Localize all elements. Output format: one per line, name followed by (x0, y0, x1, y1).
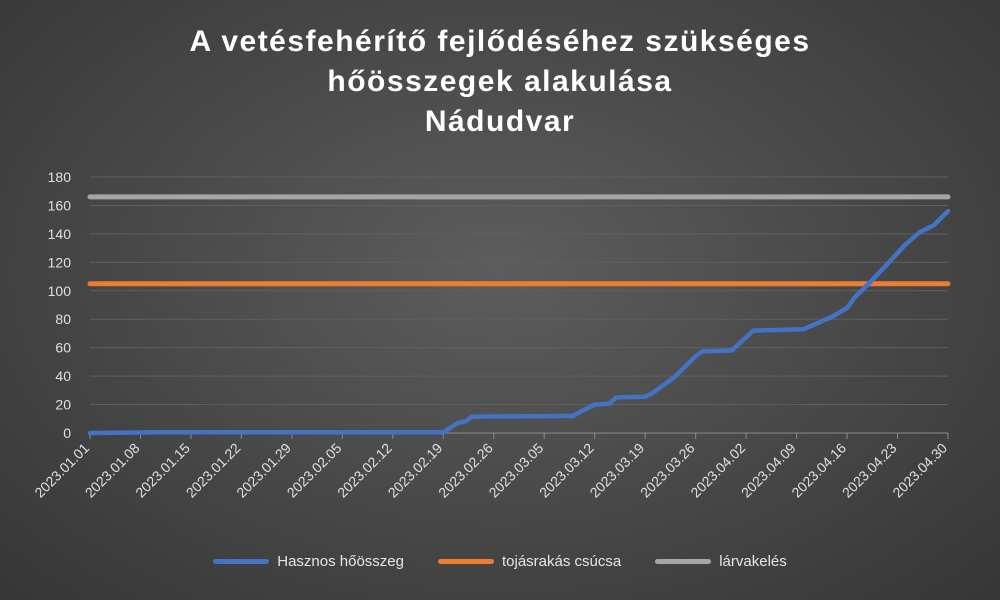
y-tick-label: 40 (55, 368, 71, 384)
legend-item-tojasrakas: tojásrakás csúcsa (438, 553, 621, 570)
legend-swatch-larvakeles (655, 559, 712, 564)
y-tick-label: 120 (48, 254, 72, 270)
y-tick-label: 140 (48, 226, 72, 242)
legend-item-larvakeles: lárvakelés (655, 553, 787, 570)
y-tick-label: 160 (48, 197, 72, 213)
chart-title: A vetésfehérítő fejlődéséhez szükséges h… (0, 22, 1000, 142)
y-tick-label: 0 (63, 425, 71, 441)
legend-item-hasznos: Hasznos hőösszeg (213, 553, 404, 570)
legend-label-tojasrakas: tojásrakás csúcsa (502, 553, 622, 570)
legend-swatch-tojasrakas (438, 559, 494, 564)
chart-title-line-1: A vetésfehérítő fejlődéséhez szükséges (189, 25, 811, 58)
x-tick-label: 2023.04.30 (889, 440, 950, 501)
chart-title-line-3: Nádudvar (424, 105, 576, 138)
legend-swatch-hasznos (213, 559, 270, 564)
y-tick-label: 60 (55, 340, 71, 356)
series-line-hasznos-hoosszeg (87, 208, 951, 436)
legend-label-larvakeles: lárvakelés (719, 553, 787, 570)
y-tick-label: 100 (48, 283, 72, 299)
y-tick-label: 20 (55, 397, 71, 413)
legend: Hasznos hőösszeg tojásrakás csúcsa lárva… (0, 553, 1000, 570)
legend-label-hasznos: Hasznos hőösszeg (277, 553, 404, 570)
y-tick-label: 80 (55, 311, 71, 327)
chart-title-line-2: hőösszegek alakulása (327, 65, 673, 98)
y-tick-label: 180 (48, 169, 72, 185)
